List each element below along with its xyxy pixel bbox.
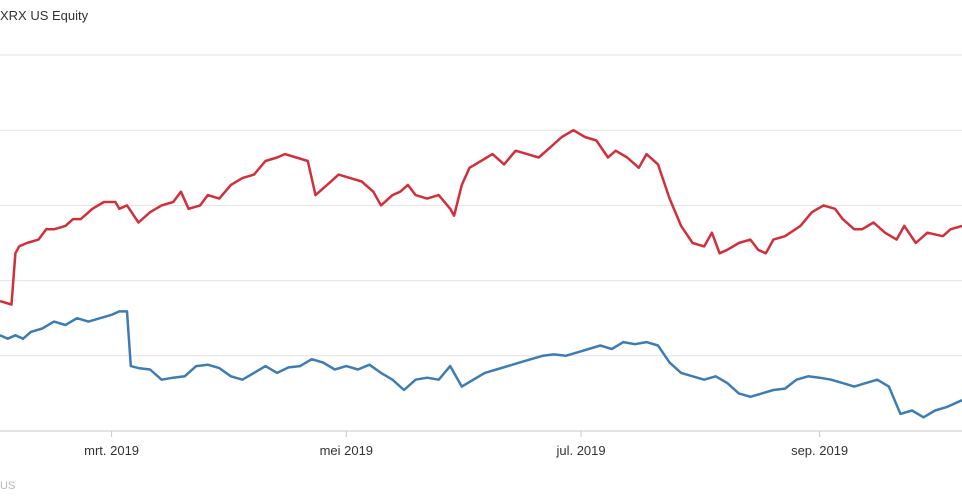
footer-text: US [0,480,16,492]
legend-title: XRX US Equity [0,8,89,23]
x-tick-label: sep. 2019 [791,443,848,458]
x-tick-label: mei 2019 [320,443,373,458]
grid-lines [0,54,962,357]
series-line-red [0,128,962,306]
series-line-blue [0,310,962,419]
x-tick-label: jul. 2019 [555,443,605,458]
x-axis-ticks: mrt. 2019 mei 2019 jul. 2019 sep. 2019 [84,431,848,458]
x-tick-label: mrt. 2019 [84,443,139,458]
series-layer [0,128,962,419]
